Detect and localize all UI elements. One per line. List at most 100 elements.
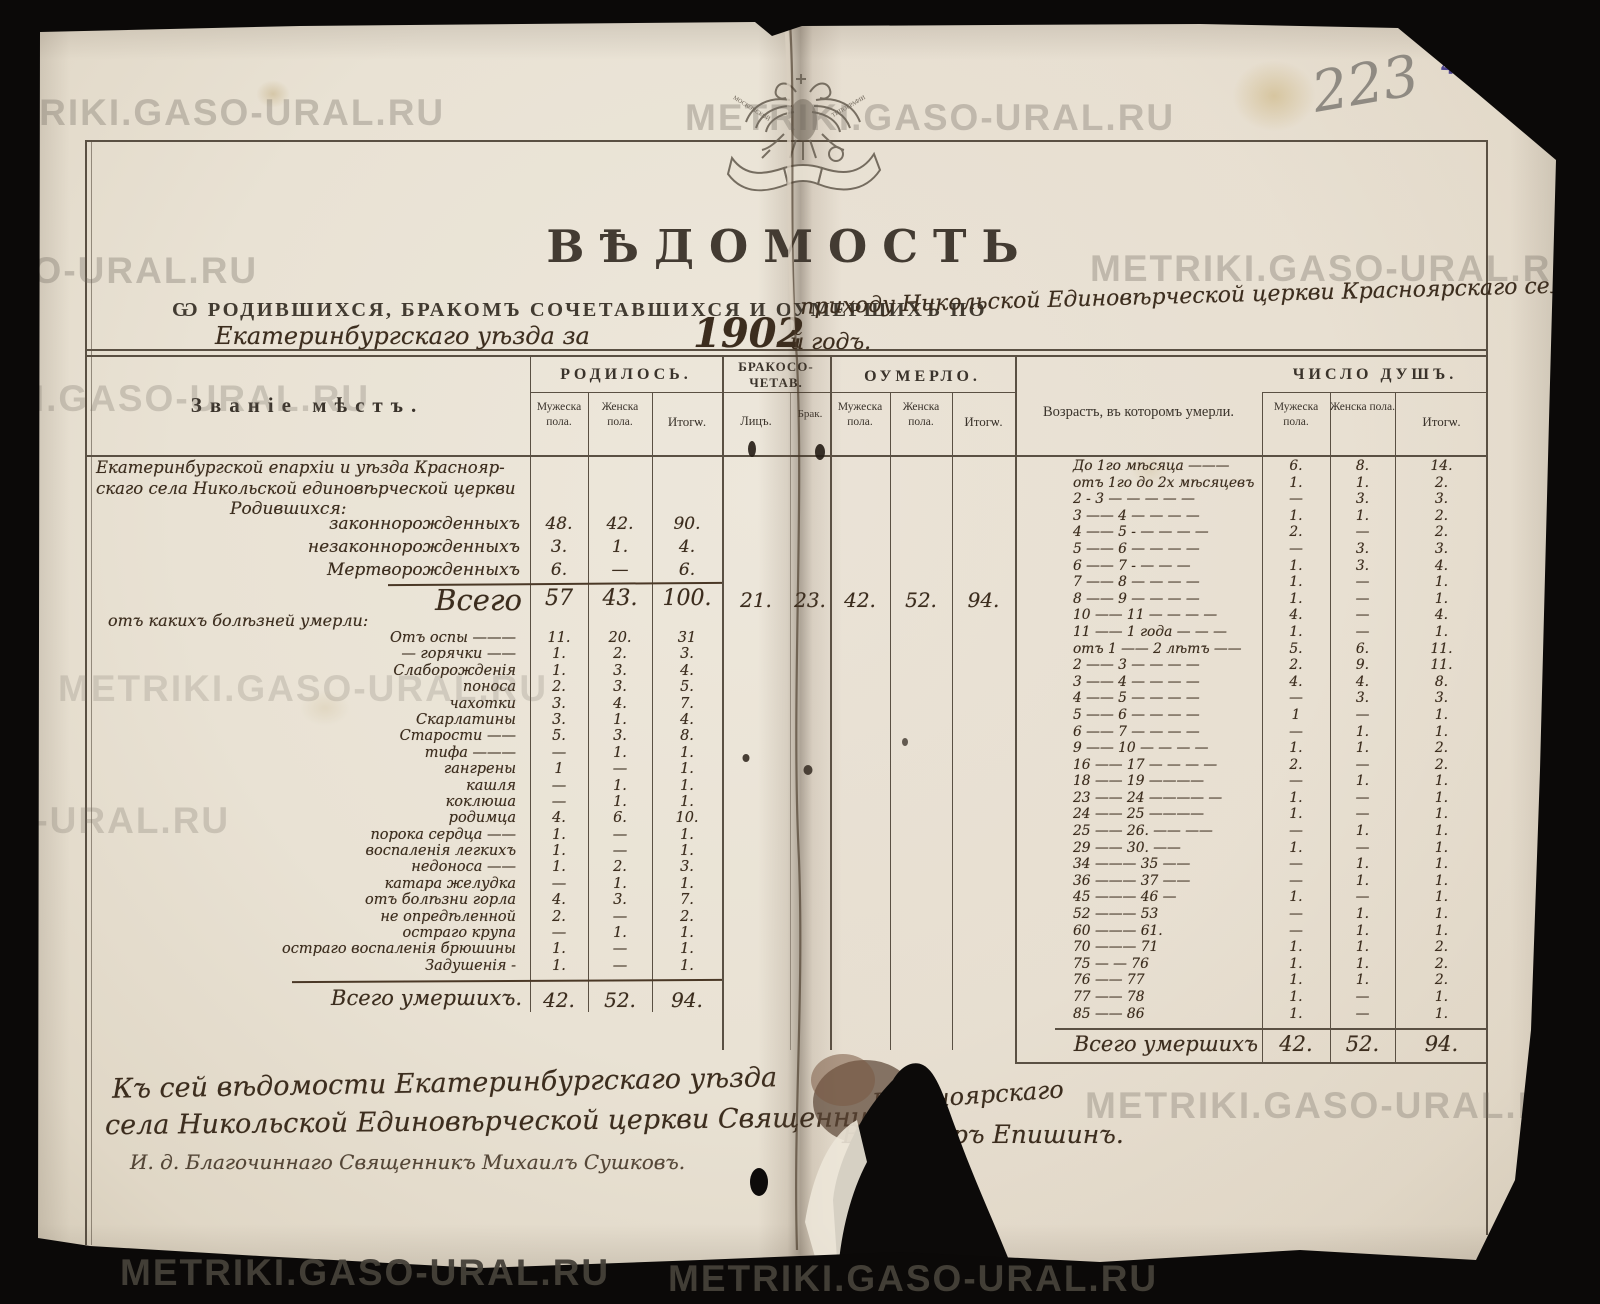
age-row: 7 —— 8 — — — — 1. — 1. bbox=[1015, 574, 1488, 591]
born-total-male: 57 bbox=[545, 586, 573, 611]
ink-blot bbox=[750, 1054, 1017, 1304]
header-born-male: Мужеска пола. bbox=[536, 401, 582, 428]
age-row-female: 1. bbox=[1355, 922, 1370, 939]
age-row-male: — bbox=[1289, 856, 1303, 873]
left-died-total-label: Всего умершихъ. bbox=[331, 986, 522, 1010]
cause-row-male: 2. bbox=[552, 908, 566, 925]
age-row: 29 —— 30. —— 1. — 1. bbox=[1015, 840, 1488, 857]
cause-row-total: 5. bbox=[680, 679, 694, 696]
cause-row-female: — bbox=[612, 908, 628, 925]
cause-row-label: кашля bbox=[466, 777, 516, 794]
age-row-label: 2 —— 3 — — — — bbox=[1073, 657, 1200, 674]
cause-row-female: 1. bbox=[613, 925, 627, 942]
age-row-label: 8 —— 9 — — — — bbox=[1073, 590, 1200, 607]
age-row-total: 1. bbox=[1434, 856, 1449, 873]
age-row-male: 1. bbox=[1289, 889, 1303, 906]
subtitle-year-suffix: й годъ. bbox=[790, 330, 872, 355]
cause-row-male: 1. bbox=[552, 957, 566, 974]
age-row-male: — bbox=[1289, 690, 1303, 707]
cause-row: воспаленія легкихъ 1. — 1. bbox=[85, 843, 722, 859]
age-row-male: — bbox=[1289, 491, 1303, 508]
header-born-group: РОДИЛОСЬ. bbox=[560, 366, 692, 383]
cause-row-female: — bbox=[612, 957, 628, 974]
birth-row-total: 90. bbox=[673, 514, 701, 534]
age-row: 18 —— 19 ———— — 1. 1. bbox=[1015, 773, 1488, 790]
age-row: 16 —— 17 — — — — 2. — 2. bbox=[1015, 757, 1488, 774]
cause-row-total: 4. bbox=[680, 711, 694, 728]
age-row-female: — bbox=[1355, 756, 1370, 773]
cause-row: Старости —— 5. 3. 8. bbox=[85, 728, 722, 744]
cause-row-label: остраго воспаленія брюшины bbox=[281, 941, 516, 958]
age-row-male: 1. bbox=[1289, 590, 1303, 607]
age-row-female: 1. bbox=[1355, 906, 1370, 923]
left-died-total-female: 52. bbox=[604, 988, 636, 1012]
cause-row-male: 11. bbox=[547, 630, 571, 646]
column-rule bbox=[652, 392, 653, 1012]
birth-row-total: 4. bbox=[678, 537, 696, 557]
age-row-female: — bbox=[1355, 706, 1370, 723]
cause-row-label: тифа ——— bbox=[424, 744, 516, 761]
age-row-male: — bbox=[1289, 773, 1303, 790]
header-born-total: Итогѡ. bbox=[667, 414, 707, 429]
church-description-line2: скаго села Никольской единовѣрческой цер… bbox=[96, 479, 516, 498]
cause-row-male: 3. bbox=[552, 695, 566, 712]
age-row-label: 11 —— 1 года — — — bbox=[1073, 623, 1227, 640]
age-row-total: 14. bbox=[1430, 458, 1453, 474]
birth-row-male: 6. bbox=[550, 560, 568, 580]
cause-row-female: 3. bbox=[613, 679, 627, 696]
watermark-text: METRIKI.GASO-URAL.RU bbox=[0, 250, 259, 291]
age-row-total: 11. bbox=[1430, 640, 1453, 657]
cause-row-total: 1. bbox=[680, 925, 694, 942]
age-row-label: 3 —— 4 — — — — bbox=[1073, 673, 1200, 690]
cause-row-label: коклюша bbox=[445, 793, 516, 810]
birth-rows: законнорожденныхъ 48. 42. 90. незаконнор… bbox=[85, 514, 722, 583]
age-row-label: 45 ——— 46 — bbox=[1073, 889, 1177, 906]
cause-row-label: — горячки —— bbox=[401, 646, 516, 663]
cause-row-total: 3. bbox=[680, 859, 694, 876]
born-total-label: Всего bbox=[435, 583, 522, 617]
age-row: 23 —— 24 ———— — 1. — 1. bbox=[1015, 790, 1488, 807]
cause-row-female: 4. bbox=[613, 695, 627, 712]
age-row: 34 ——— 35 —— — 1. 1. bbox=[1015, 856, 1488, 873]
age-row-female: — bbox=[1355, 623, 1370, 640]
cause-heading: отъ какихъ болѣзней умерли: bbox=[108, 611, 369, 630]
age-row: 10 —— 11 — — — — 4. — 4. bbox=[1015, 607, 1488, 624]
age-row-male: 1. bbox=[1289, 939, 1303, 956]
column-rule bbox=[1330, 392, 1331, 1062]
header-age-column: Возрастъ, въ которомъ умерли. bbox=[1042, 404, 1235, 420]
age-row-total: 1. bbox=[1434, 906, 1449, 923]
age-row: отъ 1 —— 2 лѣтъ —— 5. 6. 11. bbox=[1015, 641, 1488, 658]
age-row-total: 1. bbox=[1434, 839, 1449, 856]
header-souls-total: Итогѡ. bbox=[1422, 414, 1461, 429]
table-top-rule bbox=[85, 349, 1488, 351]
age-row-female: — bbox=[1355, 889, 1370, 906]
marriage-persons-value: 21. bbox=[740, 588, 772, 612]
age-row-label: отъ 1 —— 2 лѣтъ —— bbox=[1073, 640, 1242, 657]
column-rule bbox=[1015, 357, 1017, 1062]
age-row-total: 1. bbox=[1434, 773, 1449, 790]
cause-row-female: 6. bbox=[613, 810, 627, 827]
age-row-male: 1. bbox=[1289, 474, 1303, 491]
age-row-total: 3. bbox=[1434, 690, 1449, 707]
cause-row-total: 7. bbox=[680, 892, 694, 909]
cause-row-female: — bbox=[612, 941, 628, 958]
paper-stain bbox=[300, 690, 350, 726]
cause-row-male: — bbox=[551, 777, 567, 794]
age-row-female: 1. bbox=[1355, 972, 1370, 989]
header-rule bbox=[1262, 392, 1488, 393]
header-souls-group: ЧИСЛО ДУШЪ. bbox=[1292, 366, 1458, 383]
cause-row: порока сердца —— 1. — 1. bbox=[85, 827, 722, 843]
header-bottom-rule bbox=[85, 455, 1488, 457]
cause-row-label: остраго крупа bbox=[402, 925, 516, 942]
age-row-label: До 1го мѣсяца ——— bbox=[1073, 458, 1230, 474]
age-row-total: 8. bbox=[1434, 673, 1449, 690]
age-row-male: 1. bbox=[1289, 740, 1303, 757]
cause-row-total: 4. bbox=[680, 662, 694, 679]
cause-row-total: 1. bbox=[680, 793, 694, 810]
header-place-column: Званіе мѣстъ. bbox=[190, 393, 425, 417]
cause-row-label: недоноса —— bbox=[411, 859, 516, 876]
age-row-male: — bbox=[1289, 906, 1303, 923]
age-row-label: 2 - 3 — — — — — bbox=[1073, 491, 1195, 508]
birth-row-female: 1. bbox=[611, 537, 629, 557]
cause-row-total: 1. bbox=[680, 843, 694, 860]
